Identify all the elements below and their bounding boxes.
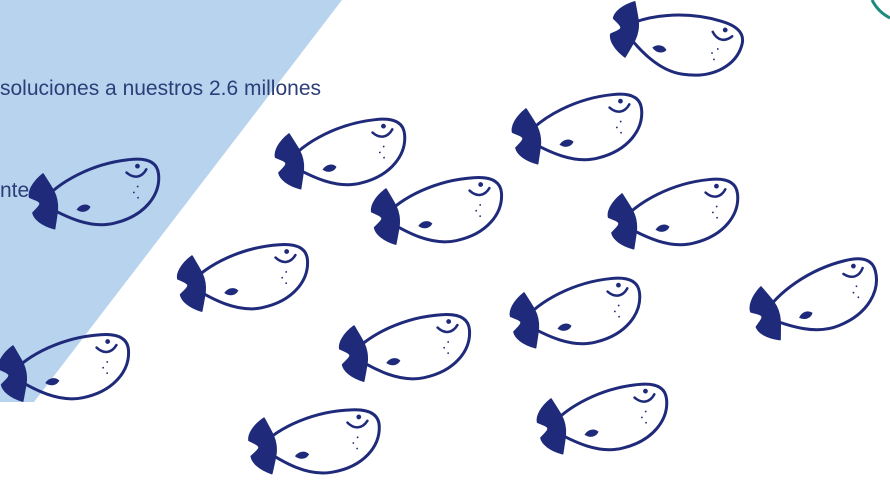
fish-doodle-icon — [269, 108, 415, 201]
fish-doodle-icon — [244, 400, 387, 485]
fish-doodle-icon — [742, 246, 890, 354]
fish-doodle-icon — [0, 324, 137, 413]
fish-doodle-icon — [366, 167, 510, 256]
fish-doodle-icon — [334, 304, 478, 393]
fish-doodle-icon — [506, 83, 652, 176]
intro-line-1: soluciones a nuestros 2.6 millones — [0, 77, 322, 100]
fish-doodle-icon — [604, 0, 748, 86]
blue-diagonal-panel — [0, 0, 342, 402]
fish-doodle-icon — [23, 148, 169, 241]
fish-doodle-icon — [172, 234, 316, 323]
fish-doodle-icon — [602, 168, 748, 261]
fish-doodle-icon — [504, 267, 650, 360]
fish-doodle-icon — [531, 373, 677, 466]
corner-logo-fragment — [870, 0, 890, 20]
